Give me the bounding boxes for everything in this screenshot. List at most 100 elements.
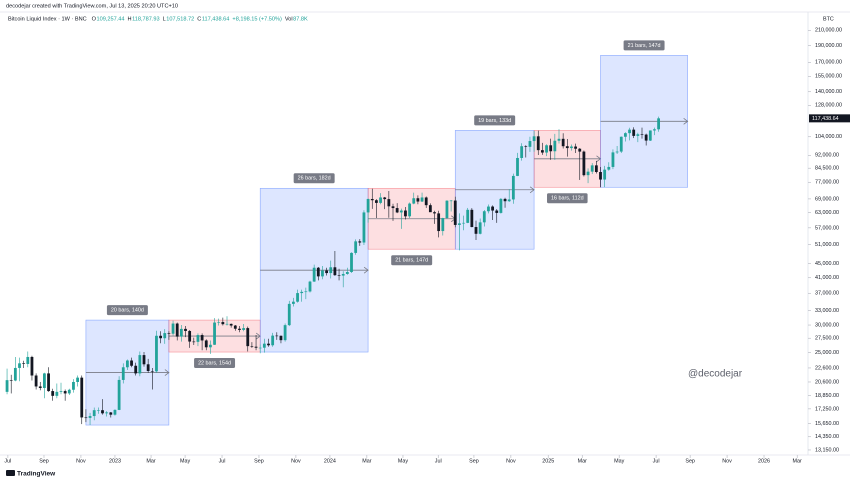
x-tick-label: Sep — [685, 458, 695, 464]
range-arrowhead — [683, 117, 689, 125]
y-tick-label: 140,000.00 — [815, 89, 842, 95]
candle-body — [366, 198, 370, 213]
candle-body — [375, 200, 378, 203]
candle-body — [196, 335, 200, 342]
x-tick-label: 2023 — [109, 458, 121, 464]
legend-key: C — [197, 16, 201, 22]
x-tick-label: Nov — [506, 458, 516, 464]
x-tick-label: Nov — [76, 458, 86, 464]
candle-body — [238, 328, 241, 330]
candle-body — [43, 373, 46, 388]
candle-body — [428, 205, 432, 213]
y-tick-label: 128,000.00 — [815, 103, 842, 109]
x-tick-label: Nov — [722, 458, 732, 464]
candle-body — [184, 328, 187, 331]
candle-body — [300, 291, 304, 294]
candle-body — [524, 146, 528, 147]
candle-body — [84, 417, 88, 419]
candle-body — [449, 200, 453, 202]
range-label: 26 bars, 182d — [298, 176, 331, 182]
footer-brand: TradingView — [17, 471, 56, 478]
candle-body — [26, 356, 30, 364]
candle-body — [126, 360, 129, 368]
candle-body — [370, 198, 374, 201]
candle-body — [383, 197, 387, 200]
candle-body — [30, 356, 34, 376]
candle-body — [557, 138, 561, 141]
candle-body — [603, 169, 607, 180]
candle-body — [503, 198, 507, 202]
x-tick-label: 2026 — [758, 458, 770, 464]
range-label: 21 bars, 147d — [628, 43, 661, 49]
candle-body — [22, 363, 26, 364]
candle-body — [80, 377, 84, 418]
candle-body — [474, 227, 478, 234]
candle-body — [395, 208, 399, 213]
y-tick-label: 13,150.00 — [815, 447, 839, 453]
candle-body — [88, 416, 92, 418]
range-label-bg — [391, 255, 433, 266]
candle-body — [487, 206, 490, 212]
legend-value: 109,257.44 — [97, 16, 125, 22]
y-tick-label: 84,500.00 — [815, 166, 839, 172]
credit: decodejar created with TradingView.com, … — [6, 3, 178, 9]
candle-body — [34, 375, 38, 387]
candle-body — [200, 335, 204, 341]
candle-body — [321, 270, 324, 277]
x-tick-label: Jul — [219, 458, 226, 464]
candle-body — [267, 343, 270, 346]
legend-key: H — [128, 16, 132, 22]
candle-body — [13, 367, 17, 381]
y-tick-label: 17,250.00 — [815, 406, 839, 412]
candle-body — [130, 360, 133, 366]
candle-body — [51, 391, 55, 396]
candle-body — [76, 377, 80, 382]
x-tick-label: Mar — [793, 458, 802, 464]
candle-body — [146, 364, 150, 371]
y-tick-label: 27,500.00 — [815, 336, 839, 342]
x-tick-label: 2024 — [324, 458, 336, 464]
x-tick-label: Sep — [254, 458, 264, 464]
candle-body — [296, 293, 299, 302]
x-tick-label: Jul — [653, 458, 660, 464]
range-label-bg — [623, 40, 665, 51]
x-tick-label: 2025 — [542, 458, 554, 464]
range-arrowhead — [164, 369, 170, 376]
candle-body — [420, 197, 424, 202]
candle-body — [250, 346, 254, 347]
candle-body — [362, 212, 366, 243]
candle-body — [18, 363, 21, 368]
candle-body — [482, 211, 486, 223]
candle-body — [163, 333, 167, 339]
candle-body — [619, 136, 623, 152]
candle-body — [113, 409, 117, 415]
candle-body — [341, 273, 345, 276]
candle-body — [192, 341, 196, 343]
candle-body — [433, 212, 436, 214]
candle-body — [242, 328, 246, 330]
candle-body — [325, 270, 329, 274]
candle-body — [38, 386, 42, 388]
y-tick-label: 170,000.00 — [815, 60, 842, 66]
candle-body — [350, 252, 353, 273]
candle-body — [167, 333, 171, 334]
candle-body — [283, 325, 287, 341]
y-tick-label: 155,000.00 — [815, 74, 842, 80]
candle-body — [624, 133, 627, 137]
candle-body — [408, 203, 412, 217]
x-tick-label: May — [180, 458, 190, 464]
candle-body — [96, 410, 100, 411]
candle-body — [636, 134, 640, 136]
y-tick-label: 190,000.00 — [815, 43, 842, 49]
candle-body — [101, 410, 104, 414]
y-tick-label: 25,000.00 — [815, 350, 839, 356]
watermark: @decodejar — [688, 369, 743, 380]
candle-body — [354, 241, 358, 253]
candle-body — [72, 381, 75, 390]
candle-body — [545, 145, 548, 153]
x-tick-label: May — [398, 458, 408, 464]
y-tick-label: 41,000.00 — [815, 275, 839, 281]
candle-body — [611, 152, 615, 167]
legend-key: L — [163, 16, 166, 22]
currency: BTC — [823, 16, 834, 22]
